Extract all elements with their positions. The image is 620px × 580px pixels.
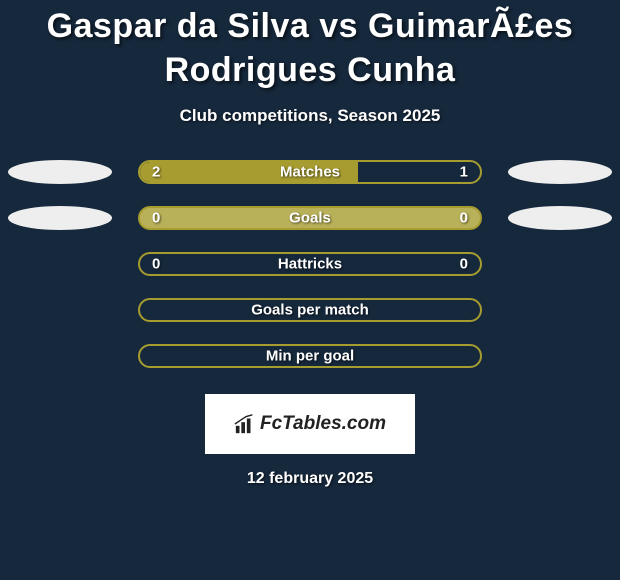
player-left-oval <box>8 160 112 184</box>
stat-value-left: 0 <box>152 256 160 273</box>
logo-box: FcTables.com <box>205 394 415 454</box>
stat-label: Goals <box>289 210 331 227</box>
stat-value-right: 0 <box>460 210 468 227</box>
stat-value-right: 0 <box>460 256 468 273</box>
date-text: 12 february 2025 <box>0 454 620 488</box>
comparison-infographic: Gaspar da Silva vs GuimarÃ£es Rodrigues … <box>0 0 620 488</box>
stat-rows: Matches 2 1 Goals 0 0 Hattricks 0 0 Goals per mat… <box>0 160 620 368</box>
stat-bar: Hattricks 0 0 <box>138 252 482 276</box>
stat-label: Hattricks <box>278 256 342 273</box>
stat-row: Matches 2 1 <box>8 160 612 184</box>
player-right-oval <box>508 206 612 230</box>
stat-label: Matches <box>280 164 340 181</box>
stat-label: Goals per match <box>251 302 369 319</box>
player-left-oval <box>8 206 112 230</box>
page-title: Gaspar da Silva vs GuimarÃ£es Rodrigues … <box>0 4 620 100</box>
stat-bar-wrap: Min per goal <box>138 344 482 368</box>
stat-bar-wrap: Goals per match <box>138 298 482 322</box>
stat-value-left: 0 <box>152 210 160 227</box>
stat-label: Min per goal <box>266 348 354 365</box>
stat-bar-wrap: Goals 0 0 <box>138 206 482 230</box>
stat-bar: Min per goal <box>138 344 482 368</box>
logo-text: FcTables.com <box>260 413 386 435</box>
bar-chart-icon <box>234 413 256 435</box>
stat-value-right: 1 <box>460 164 468 181</box>
stat-bar-wrap: Matches 2 1 <box>138 160 482 184</box>
stat-bar: Goals per match <box>138 298 482 322</box>
stat-bar: Goals 0 0 <box>138 206 482 230</box>
stat-row: Goals per match <box>8 298 612 322</box>
stat-bar: Matches 2 1 <box>138 160 482 184</box>
stat-row: Goals 0 0 <box>8 206 612 230</box>
stat-value-left: 2 <box>152 164 160 181</box>
player-right-oval <box>508 160 612 184</box>
stat-bar-wrap: Hattricks 0 0 <box>138 252 482 276</box>
stat-row: Min per goal <box>8 344 612 368</box>
page-subtitle: Club competitions, Season 2025 <box>0 100 620 160</box>
stat-row: Hattricks 0 0 <box>8 252 612 276</box>
